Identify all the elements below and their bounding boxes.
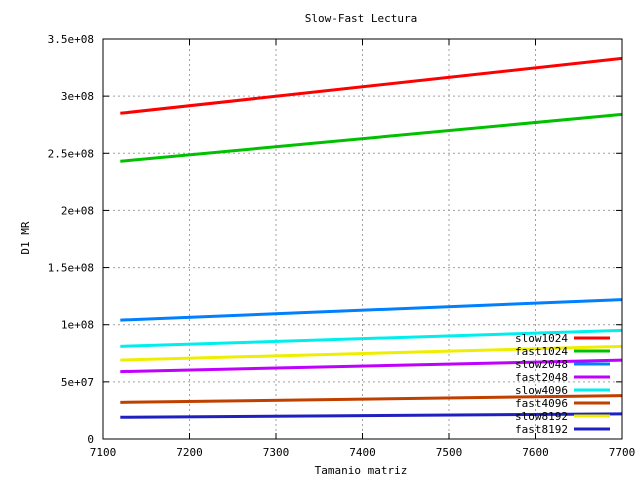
y-tick-label: 2.5e+08 (48, 147, 94, 160)
x-tick-label: 7300 (263, 446, 290, 459)
series-line-slow1024 (120, 56, 623, 115)
y-tick-label: 5e+07 (61, 376, 94, 389)
legend-label-fast8192: fast8192 (515, 423, 568, 436)
y-tick-label: 3.5e+08 (48, 33, 94, 46)
x-tick-label: 7600 (522, 446, 549, 459)
chart-title: Slow-Fast Lectura (305, 12, 418, 25)
series-line-fast8192 (120, 412, 623, 419)
series-line-slow2048 (120, 298, 623, 322)
y-tick-label: 1.5e+08 (48, 262, 94, 275)
x-tick-label: 7500 (436, 446, 463, 459)
y-tick-label: 0 (87, 433, 94, 446)
y-tick-label: 1e+08 (61, 319, 94, 332)
x-tick-label: 7200 (176, 446, 203, 459)
y-tick-label: 2e+08 (61, 204, 94, 217)
x-tick-label: 7400 (349, 446, 376, 459)
series-line-slow8192 (120, 344, 623, 362)
axis-ticks (102, 38, 623, 440)
x-tick-labels: 7100 7200 7300 7400 7500 7600 7700 (90, 446, 636, 459)
legend-label-fast2048: fast2048 (515, 371, 568, 384)
y-tick-label: 3e+08 (61, 90, 94, 103)
legend-label-slow1024: slow1024 (515, 332, 568, 345)
x-tick-label: 7100 (90, 446, 117, 459)
series-line-fast4096 (120, 394, 623, 404)
series-line-fast1024 (120, 112, 623, 163)
legend-label-slow8192: slow8192 (515, 410, 568, 423)
y-tick-labels: 0 5e+07 1e+08 1.5e+08 2e+08 2.5e+08 3e+08 3.5e+… (48, 33, 94, 446)
series-lines (120, 56, 623, 419)
x-tick-label: 7700 (609, 446, 636, 459)
series-line-fast2048 (120, 358, 623, 374)
series-line-slow4096 (120, 328, 623, 348)
legend-label-slow2048: slow2048 (515, 358, 568, 371)
grid-lines (103, 39, 622, 439)
x-axis-label: Tamanio matriz (315, 464, 408, 477)
legend-label-slow4096: slow4096 (515, 384, 568, 397)
y-axis-label: D1 MR (19, 221, 32, 254)
legend-label-fast4096: fast4096 (515, 397, 568, 410)
legend-label-fast1024: fast1024 (515, 345, 568, 358)
legend: slow1024fast1024slow2048fast2048slow4096… (515, 332, 610, 436)
